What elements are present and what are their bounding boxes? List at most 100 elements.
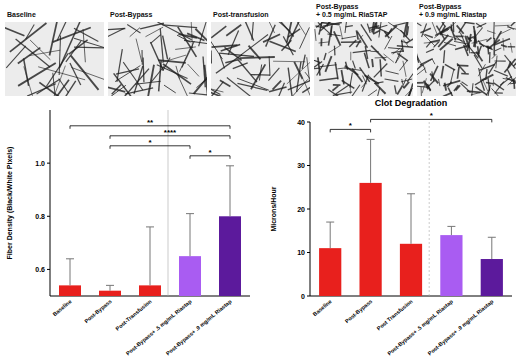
error-cap: [226, 165, 234, 166]
y-tick-label: 0.8: [35, 213, 45, 220]
fiber: [430, 40, 440, 42]
fiber: [487, 31, 496, 34]
fiber: [489, 62, 496, 74]
fiber: [225, 60, 238, 63]
fiber: [71, 56, 99, 90]
fiber: [502, 38, 504, 50]
fiber: [417, 50, 419, 63]
fiber: [385, 79, 399, 81]
fiber: [307, 57, 310, 81]
fiber: [318, 57, 320, 75]
x-tick-label: Post-Bypass: [83, 298, 112, 324]
fiber: [393, 23, 406, 26]
fiber: [324, 53, 326, 60]
fiber: [158, 60, 185, 63]
fiber: [315, 29, 316, 41]
fiber: [362, 75, 368, 92]
fiber: [457, 25, 464, 33]
x-tick-label: Post-Transfusion: [114, 298, 153, 332]
fiber: [457, 64, 468, 66]
fiber: [455, 38, 465, 41]
bar: [139, 285, 161, 296]
fiber: [199, 22, 207, 46]
fiber: [494, 83, 504, 90]
x-tick-label: Post Transfusion: [376, 298, 415, 332]
fiber: [438, 79, 439, 86]
error-bar: [407, 194, 415, 244]
fiber: [252, 22, 254, 40]
fiber: [70, 63, 81, 85]
y-tick-label: 0.6: [35, 266, 45, 273]
error-cap: [407, 193, 415, 194]
error-bar: [367, 139, 375, 183]
fiber: [74, 46, 104, 48]
fiber: [349, 40, 356, 47]
fiber: [385, 71, 398, 74]
y-tick-label: 30: [297, 162, 305, 169]
fiber: [356, 30, 358, 39]
fiber: [495, 92, 503, 93]
fiber: [479, 64, 495, 70]
fiber: [440, 26, 445, 35]
fiber: [157, 65, 188, 79]
fiber: [180, 46, 192, 71]
fiber: [147, 65, 154, 96]
y-tick: [307, 209, 310, 210]
fiber: [83, 29, 85, 62]
fiber: [219, 53, 224, 68]
fiber: [277, 22, 294, 37]
fiber: [365, 46, 367, 59]
fiber: [486, 83, 493, 84]
x-tick-label: Baseline: [51, 298, 72, 317]
fiber: [319, 42, 329, 43]
error-line: [70, 259, 71, 286]
fiber: [178, 34, 197, 38]
fiber: [457, 67, 459, 79]
fiber: [353, 61, 356, 69]
fiber: [451, 25, 453, 31]
fiber: [426, 42, 430, 47]
fiber: [479, 68, 481, 81]
fiber: [178, 75, 189, 96]
fiber: [417, 65, 422, 72]
micrograph: [108, 22, 207, 96]
fiber: [332, 86, 338, 91]
fiber: [487, 46, 489, 55]
fiber: [375, 57, 387, 58]
error-cap: [186, 213, 194, 214]
group-separator: [168, 110, 169, 296]
error-line: [330, 222, 331, 248]
fiber: [406, 37, 413, 43]
fiber: [316, 22, 323, 28]
fiber: [142, 58, 144, 83]
fiber: [319, 78, 338, 81]
y-axis: [50, 110, 51, 296]
fiber: [50, 22, 59, 56]
fiber: [367, 90, 377, 96]
fiber: [444, 50, 445, 63]
fiber: [226, 25, 241, 36]
fiber: [300, 27, 310, 48]
chart: Clot DegradationMicrons/Hour010203040Bas…: [270, 98, 512, 356]
fiber: [495, 25, 510, 27]
bar: [440, 235, 462, 296]
fiber: [140, 23, 164, 29]
fiber: [6, 46, 26, 68]
fiber: [233, 63, 248, 69]
fiber: [74, 38, 104, 52]
fiber: [37, 79, 60, 94]
panel-label: Post-transfusion: [213, 11, 269, 18]
fiber: [290, 22, 305, 35]
fiber: [10, 23, 47, 52]
fiber: [492, 54, 496, 59]
bar: [319, 248, 341, 296]
fiber: [127, 25, 140, 34]
bar: [481, 259, 503, 296]
fiber: [417, 86, 427, 87]
error-line: [150, 227, 151, 285]
significance-label: ****: [164, 128, 177, 137]
fiber: [403, 78, 406, 85]
fiber: [341, 36, 356, 39]
fiber: [237, 78, 269, 90]
fiber: [393, 48, 400, 54]
